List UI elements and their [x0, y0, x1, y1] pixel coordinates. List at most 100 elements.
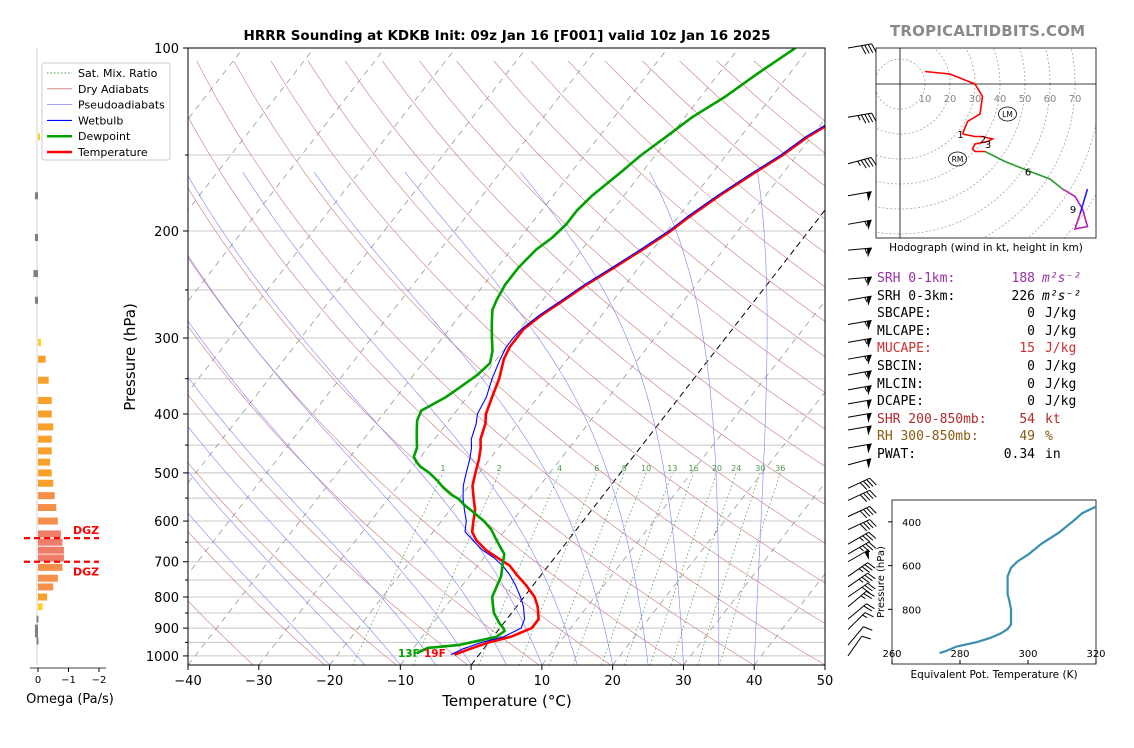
- mixing-ratio-line: [719, 472, 781, 665]
- stat-unit: J/kg: [1045, 394, 1077, 410]
- mixing-ratio-line: [572, 472, 647, 665]
- isotherm: [541, 300, 825, 665]
- barb-full: [861, 635, 872, 640]
- barb-full: [866, 507, 874, 516]
- wind-barb: [847, 276, 872, 287]
- barb-full: [866, 590, 875, 597]
- barb-flag: [866, 355, 872, 365]
- hodo-ring-label: 40: [994, 94, 1007, 105]
- stat-value: 0: [1027, 376, 1035, 392]
- dry-adiabat: [344, 60, 825, 505]
- wind-barb: [847, 603, 875, 620]
- isotherm: [258, 48, 740, 665]
- wind-barb: [847, 425, 872, 436]
- pseudoadiabat: [188, 471, 366, 665]
- mixing-ratio-label: 10: [641, 464, 651, 473]
- pseudoadiabat: [188, 320, 472, 665]
- wind-barb: [847, 572, 876, 588]
- mixing-ratio-line: [624, 472, 694, 665]
- hodo-caption: Hodograph (wind in kt, height in km): [889, 242, 1083, 254]
- barb-flag: [866, 385, 872, 396]
- theta-e-x-tick-label: 280: [950, 649, 969, 660]
- x-tick-label: 30: [675, 674, 692, 689]
- hodo-ring-label: 50: [1019, 94, 1032, 105]
- omega-bar: [38, 423, 54, 431]
- omega-bar: [38, 530, 61, 538]
- barb-full: [863, 492, 871, 501]
- wind-barb: [847, 519, 877, 532]
- stat-value: 15: [1019, 341, 1035, 357]
- wind-barb: [847, 191, 872, 202]
- stat-label: MUCAPE:: [877, 341, 932, 357]
- mixing-ratio-label: 36: [775, 464, 785, 473]
- barb-full: [865, 543, 874, 551]
- stat-value: 188: [1011, 271, 1035, 286]
- surface-dewpoint-label: 13F: [398, 648, 420, 660]
- wind-barb: [847, 412, 872, 423]
- mixing-ratio-line: [548, 472, 625, 665]
- wind-barb: [847, 295, 872, 306]
- omega-bar: [36, 637, 39, 645]
- wind-barb: [847, 319, 872, 331]
- barb-staff: [847, 191, 872, 197]
- stat-row: SBCIN: 0 J/kg: [877, 358, 1117, 376]
- barb-full: [861, 566, 870, 573]
- barb-full: [859, 494, 868, 502]
- barb-staff: [847, 590, 867, 608]
- barb-flag: [866, 248, 872, 258]
- dry-adiabat: [419, 60, 825, 430]
- barb-full: [860, 114, 867, 124]
- wind-barb: [847, 477, 877, 490]
- surface-labels: 13F 19F: [398, 648, 446, 660]
- isotherm: [188, 48, 315, 211]
- mixing-ratio-label: 13: [667, 464, 677, 473]
- mixing-ratio-line: [478, 472, 560, 665]
- theta-e-y-tick-label: 400: [902, 518, 921, 529]
- omega-bar: [38, 355, 46, 363]
- barb-staff: [847, 603, 867, 620]
- wind-barb: [847, 385, 872, 396]
- x-tick-label: 50: [817, 674, 834, 689]
- mixing-ratio-line: [670, 472, 737, 665]
- omega-bar: [34, 234, 38, 242]
- storm-motion-label: LM: [1002, 110, 1013, 119]
- stat-row: SRH 0-1km: 188 m²s⁻²: [877, 270, 1117, 288]
- barb-full: [864, 564, 873, 571]
- barb-full: [865, 533, 874, 541]
- omega-bar: [34, 192, 38, 200]
- barb-full: [863, 605, 873, 612]
- dry-adiabat: [188, 394, 468, 665]
- omega-bar: [38, 546, 64, 554]
- barb-flag: [866, 277, 872, 287]
- barb-full: [864, 114, 870, 123]
- stat-label: SBCIN:: [877, 358, 924, 374]
- barb-full: [863, 480, 871, 489]
- pseudoadiabat: [404, 171, 649, 665]
- hodo-ring-label: 20: [944, 94, 957, 105]
- pseudoadiabat: [188, 376, 436, 665]
- mixing-ratio-label: 16: [689, 464, 699, 473]
- stat-unit: J/kg: [1045, 341, 1077, 357]
- isotherm: [0, 48, 31, 665]
- barb-half: [859, 537, 864, 542]
- barb-half: [862, 614, 868, 618]
- theta-e-y-tick-label: 800: [902, 605, 921, 616]
- barb-staff: [847, 541, 870, 555]
- barb-staff: [847, 385, 872, 391]
- stat-label: PWAT:: [877, 446, 917, 462]
- hodo-ring-label: 70: [1069, 94, 1082, 105]
- isotherm: [188, 48, 527, 484]
- isotherm: [470, 209, 825, 665]
- barb-full: [862, 535, 871, 543]
- x-tick-label: 40: [746, 674, 763, 689]
- legend-label: Wetbulb: [78, 114, 123, 127]
- omega-bar: [38, 469, 52, 477]
- wind-barb: [847, 626, 873, 646]
- omega-panel: DGZ DGZ 0 −1 −2 Omega (Pa/s): [24, 48, 114, 707]
- y-tick-label: 800: [154, 591, 179, 606]
- barb-flag: [866, 458, 872, 469]
- stat-value: 0.34: [1003, 446, 1035, 462]
- stat-label: RH 300-850mb:: [877, 429, 979, 445]
- hodo-ring-label: 30: [969, 94, 982, 105]
